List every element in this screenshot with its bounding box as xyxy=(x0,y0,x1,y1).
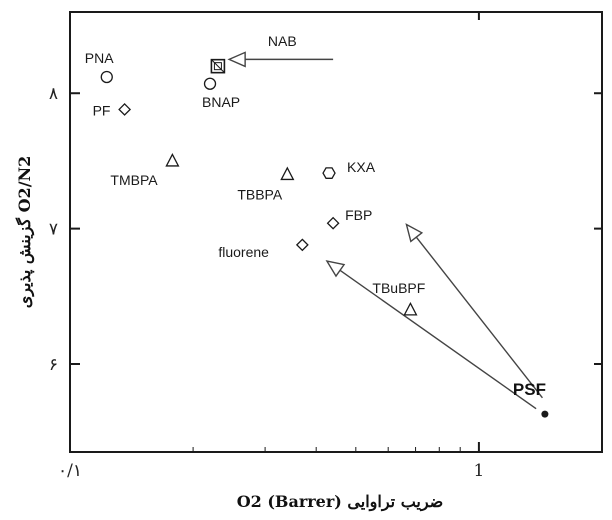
y-tick-label: ۷ xyxy=(49,220,58,240)
point-label-bnap: BNAP xyxy=(202,94,240,110)
point-fluorene: fluorene xyxy=(218,238,309,260)
point-label-fbp: FBP xyxy=(345,207,372,223)
trend-arrow-2 xyxy=(405,223,543,399)
y-tick-label: ۸ xyxy=(49,84,58,104)
point-pna: PNA xyxy=(85,50,114,84)
point-tmbpa: TMBPA xyxy=(110,153,180,188)
trend-arrow-1 xyxy=(325,260,537,410)
point-bnap: BNAP xyxy=(202,77,240,110)
point-label-fluorene: fluorene xyxy=(218,244,269,260)
point-kxa: KXA xyxy=(322,159,376,179)
point-label-pf: PF xyxy=(93,102,111,118)
point-label-kxa: KXA xyxy=(347,159,376,175)
x-tick-label: ۰/۱ xyxy=(58,461,82,481)
trend-arrow-nab xyxy=(227,51,334,68)
point-tbubpf: TBuBPF xyxy=(372,280,425,316)
point-psf: PSF xyxy=(513,380,549,418)
point-tbbpa: TBBPA xyxy=(237,166,295,202)
point-label-nab: NAB xyxy=(268,33,297,49)
point-label-tmbpa: TMBPA xyxy=(110,172,158,188)
y-axis-title: O2/N2 گزینش پذیری xyxy=(15,156,35,309)
point-label-psf: PSF xyxy=(513,380,546,399)
x-axis-title: ضریب تراوایی O2 (Barrer) xyxy=(237,492,444,512)
point-pf: PF xyxy=(93,102,132,118)
point-label-tbbpa: TBBPA xyxy=(237,186,283,202)
point-label-pna: PNA xyxy=(85,50,114,66)
x-tick-label: 1 xyxy=(473,461,484,481)
point-nab: NAB xyxy=(210,33,297,74)
point-label-tbubpf: TBuBPF xyxy=(372,280,425,296)
point-fbp: FBP xyxy=(326,207,372,230)
plot-frame xyxy=(69,11,603,453)
y-tick-label: ۶ xyxy=(49,355,58,375)
